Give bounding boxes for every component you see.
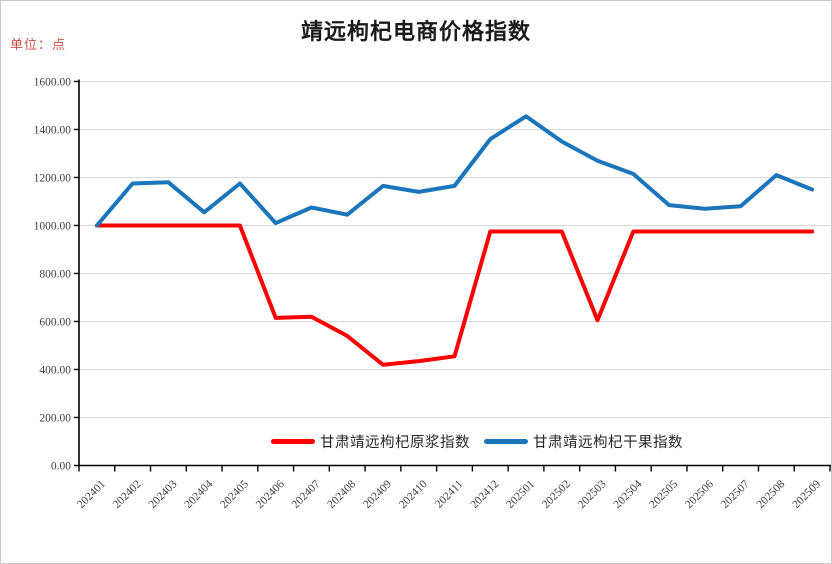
y-tick-label: 1000.00 [34, 221, 72, 233]
y-tick-label: 1600.00 [34, 77, 72, 89]
legend-label-raw-puree: 甘肃靖远枸杞原浆指数 [320, 435, 470, 451]
x-tick-label: 202506 [683, 478, 716, 511]
x-tick-label: 202501 [504, 478, 537, 511]
x-tick-label: 202411 [433, 478, 466, 511]
y-tick-label: 1200.00 [34, 173, 72, 185]
y-tick-label: 200.00 [39, 413, 71, 425]
x-tick-label: 202409 [361, 478, 394, 511]
x-tick-label: 202404 [182, 478, 215, 511]
x-tick-label: 202503 [576, 478, 609, 511]
y-tick-label: 400.00 [39, 365, 71, 377]
legend-label-dried-fruit: 甘肃靖远枸杞干果指数 [533, 435, 683, 451]
x-tick-label: 202407 [290, 478, 323, 511]
x-tick-label: 202412 [469, 478, 502, 511]
y-tick-label: 1400.00 [34, 125, 72, 137]
y-tick-label: 600.00 [39, 317, 71, 329]
legend-item-raw-puree-index: 甘肃靖远枸杞原浆指数 [271, 431, 470, 452]
x-tick-label: 202507 [719, 478, 752, 511]
legend-item-dried-fruit-index: 甘肃靖远枸杞干果指数 [484, 431, 683, 452]
x-tick-label: 202402 [111, 478, 144, 511]
series-line-dried-fruit [94, 114, 815, 228]
x-tick-label: 202505 [647, 478, 680, 511]
x-tick-label: 202509 [790, 478, 823, 511]
legend-swatch-raw-puree [271, 439, 315, 444]
y-tick-label: 800.00 [39, 269, 71, 281]
x-tick-label: 202504 [612, 478, 645, 511]
x-tick-label: 202408 [325, 478, 358, 511]
unit-label: 单位：点 [10, 37, 67, 52]
chart-title: 靖远枸杞电商价格指数 [300, 19, 531, 44]
series-line-raw-puree [94, 223, 815, 367]
legend: 甘肃靖远枸杞原浆指数 甘肃靖远枸杞干果指数 [271, 431, 683, 452]
x-tick-label: 202406 [254, 478, 287, 511]
x-tick-label: 202502 [540, 478, 573, 511]
x-tick-label: 202401 [75, 478, 108, 511]
y-tick-label: 0.00 [51, 461, 71, 473]
x-tick-label: 202405 [218, 478, 251, 511]
x-tick-label: 202403 [147, 478, 180, 511]
legend-swatch-dried-fruit [484, 439, 528, 444]
x-tick-label: 202508 [755, 478, 788, 511]
x-tick-label: 202410 [397, 478, 430, 511]
